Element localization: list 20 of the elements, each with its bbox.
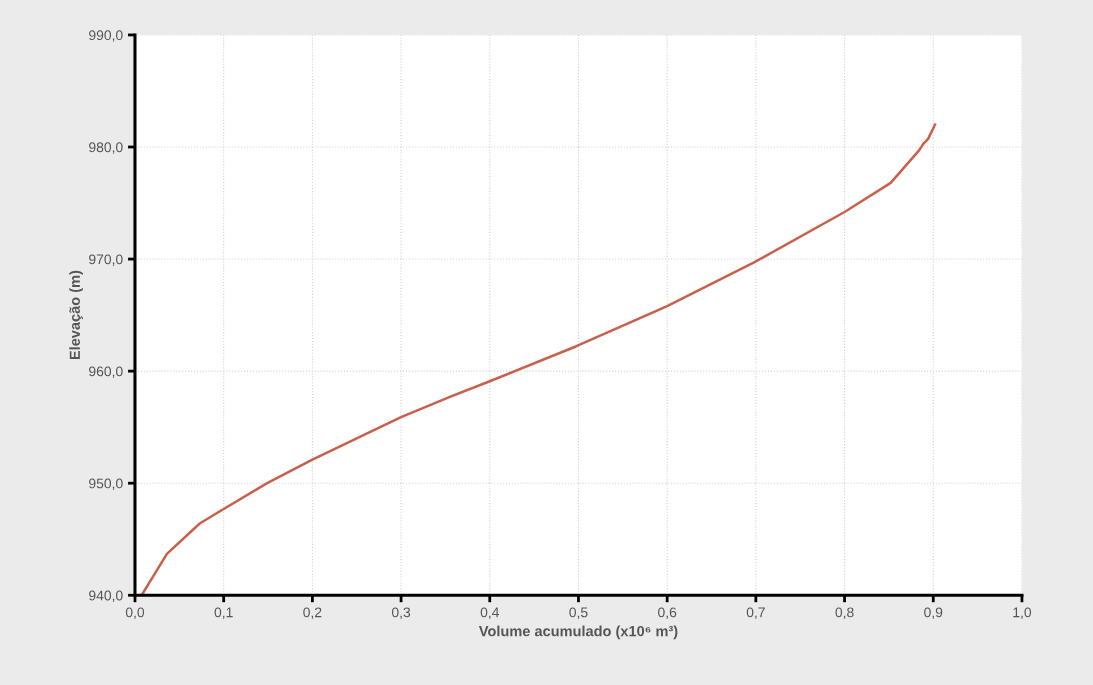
x-tick-label: 0,6 [658,607,677,619]
x-tick-label: 0,4 [480,607,500,619]
x-tick-label: 0,8 [835,607,854,619]
y-tick-label: 990,0 [89,30,123,42]
x-tick-label: 1,0 [1013,607,1032,619]
x-tick-label: 0,0 [125,607,145,619]
y-tick-label: 940,0 [89,590,123,603]
x-tick-label: 0,7 [746,607,765,619]
y-tick-label: 980,0 [89,142,123,154]
y-tick-label: 950,0 [89,478,123,491]
x-tick-label: 0,9 [924,607,943,619]
y-axis-title: Elevação (m) [69,270,83,360]
x-tick-label: 0,2 [303,607,322,619]
x-tick-label: 0,5 [569,607,588,619]
y-tick-label: 960,0 [89,366,123,378]
x-tick-label: 0,3 [391,607,411,619]
line-series [140,123,937,596]
y-tick-label: 970,0 [89,254,123,266]
x-axis-title: Volume acumulado (x10⁶ m³) [478,625,678,640]
x-tick-label: 0,1 [214,607,233,619]
